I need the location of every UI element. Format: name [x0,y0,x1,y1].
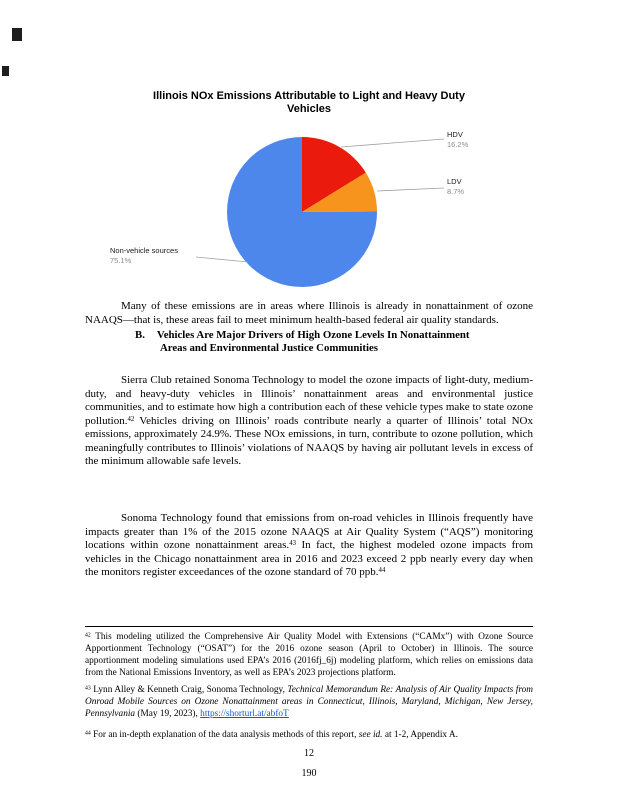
footnote-42: 42 This modeling utilized the Comprehens… [85,631,533,679]
text-run: (May 19, 2023), [135,709,201,719]
text-run: Sonoma Technology found that emissions f… [85,512,533,551]
page-number: 12 [304,748,314,759]
text-run: at 1-2, Appendix A. [382,730,458,740]
italic-run: see id. [358,730,383,740]
pie-label-non-vehicle-value: 75.1% [110,255,132,265]
text-run: Sierra Club retained Sonoma Technology t… [85,374,533,427]
pie-label-hdv: HDV 16.2% [447,130,468,149]
pie-leader-line [376,187,445,192]
footnote-marker: 42 [85,632,91,639]
pie-leader-line [340,138,445,148]
section-heading-line1: Vehicles Are Major Drivers of High Ozone… [156,329,470,341]
paragraph-sierra-club: Sierra Club retained Sonoma Technology t… [85,374,533,469]
paragraph-nonattainment: Many of these emissions are in areas whe… [85,300,533,327]
pie-slice-ldv [302,172,377,212]
text-run: Vehicles driving on Illinois’ roads cont… [85,414,533,468]
pie-slice-non-vehicle-sources [227,137,378,287]
text-run: In fact, the highest modeled ozone impac… [85,539,533,578]
footnote-43: 43 Lynn Alley & Kenneth Craig, Sonoma Te… [85,684,533,720]
pie-chart-canvas [195,137,445,287]
chart-title-line2: Vehicles [286,103,332,115]
pie-leader-line [195,256,249,263]
footnote-marker: 43 [85,685,91,692]
pie-label-ldv-value: 8.7% [447,186,465,196]
text-run: Many of these emissions are in areas whe… [85,300,533,326]
stamp-page-number: 190 [301,768,317,779]
footnote-url-link[interactable]: https://shorturl.at/abfoT [200,709,289,719]
footnote-marker: 44 [378,566,386,574]
pie-label-non-vehicle: Non-vehicle sources 75.1% [110,246,178,265]
section-heading-b: B. Vehicles Are Major Drivers of High Ozo… [135,329,545,354]
pie-label-hdv-name: HDV [447,130,463,139]
pie-label-ldv: LDV 8.7% [447,177,464,196]
footnote-44: 44 For an in-depth explanation of the da… [85,729,533,741]
pie-slice-hdv [302,137,366,212]
footnote-marker: 43 [289,539,296,547]
scan-artifact [2,66,9,76]
pie-label-non-vehicle-name: Non-vehicle sources [110,246,178,255]
section-heading-letter: B. [135,329,145,341]
scan-artifact [12,28,22,41]
text-run: For an in-depth explanation of the data … [90,730,359,740]
italic-run: Technical Memorandum Re: Analysis of Air… [85,685,533,719]
footnote-marker: 42 [127,415,135,423]
text-run: Lynn Alley & Kenneth Craig, Sonoma Techn… [90,685,288,695]
chart-title: Illinois NOx Emissions Attributable to L… [0,90,618,116]
pie-label-hdv-value: 16.2% [447,139,469,149]
section-heading-line2: Areas and Environmental Justice Communit… [160,341,378,354]
pie-label-ldv-name: LDV [447,177,462,186]
chart-title-line1: Illinois NOx Emissions Attributable to L… [153,90,465,102]
text-run: This modeling utilized the Comprehensive… [85,632,533,678]
footnote-separator [85,626,533,627]
paragraph-sonoma-findings: Sonoma Technology found that emissions f… [85,512,533,580]
footnote-marker: 44 [85,730,91,737]
